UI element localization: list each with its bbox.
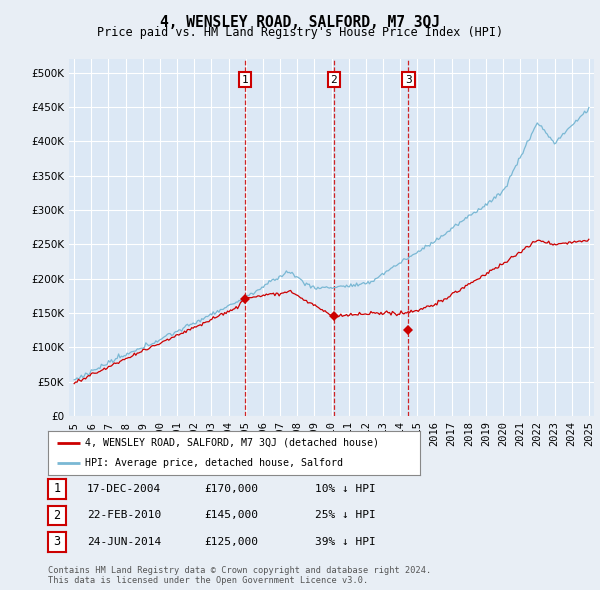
Text: 25% ↓ HPI: 25% ↓ HPI bbox=[315, 510, 376, 520]
Text: 39% ↓ HPI: 39% ↓ HPI bbox=[315, 537, 376, 547]
Text: Price paid vs. HM Land Registry's House Price Index (HPI): Price paid vs. HM Land Registry's House … bbox=[97, 26, 503, 39]
Text: 22-FEB-2010: 22-FEB-2010 bbox=[87, 510, 161, 520]
Text: 4, WENSLEY ROAD, SALFORD, M7 3QJ: 4, WENSLEY ROAD, SALFORD, M7 3QJ bbox=[160, 15, 440, 30]
Text: 1: 1 bbox=[53, 482, 61, 496]
Text: 10% ↓ HPI: 10% ↓ HPI bbox=[315, 484, 376, 494]
Text: 2: 2 bbox=[331, 74, 337, 84]
Text: £145,000: £145,000 bbox=[204, 510, 258, 520]
Text: 4, WENSLEY ROAD, SALFORD, M7 3QJ (detached house): 4, WENSLEY ROAD, SALFORD, M7 3QJ (detach… bbox=[85, 438, 379, 448]
Text: 1: 1 bbox=[242, 74, 248, 84]
Text: 3: 3 bbox=[53, 535, 61, 549]
Text: HPI: Average price, detached house, Salford: HPI: Average price, detached house, Salf… bbox=[85, 458, 343, 468]
Text: 24-JUN-2014: 24-JUN-2014 bbox=[87, 537, 161, 547]
Text: 2: 2 bbox=[53, 509, 61, 522]
Text: Contains HM Land Registry data © Crown copyright and database right 2024.
This d: Contains HM Land Registry data © Crown c… bbox=[48, 566, 431, 585]
Text: £170,000: £170,000 bbox=[204, 484, 258, 494]
Text: 17-DEC-2004: 17-DEC-2004 bbox=[87, 484, 161, 494]
Text: £125,000: £125,000 bbox=[204, 537, 258, 547]
Text: 3: 3 bbox=[405, 74, 412, 84]
